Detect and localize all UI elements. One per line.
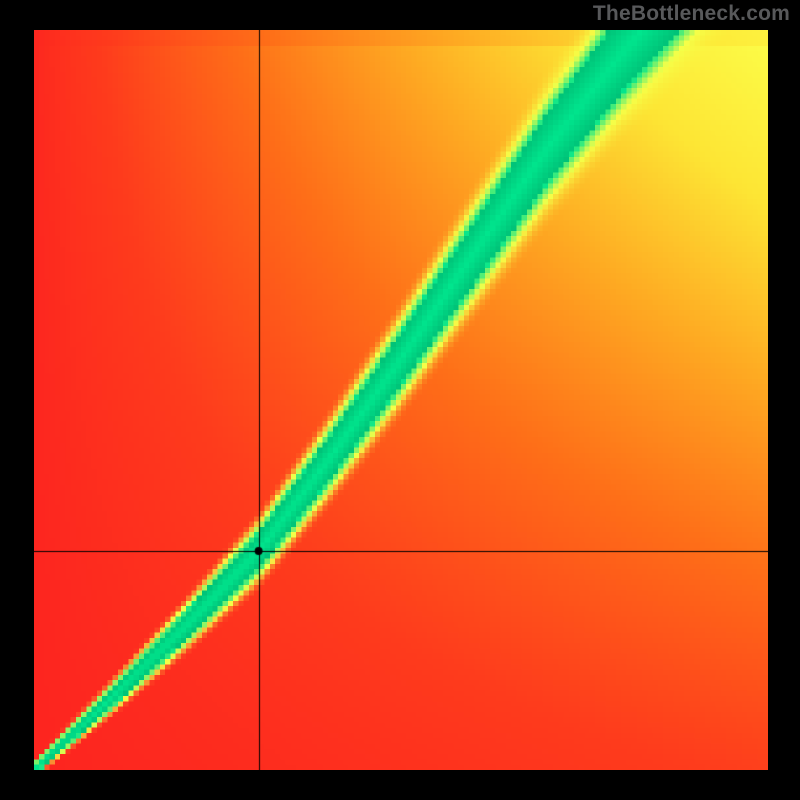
chart-root: TheBottleneck.com: [0, 0, 800, 800]
watermark-text: TheBottleneck.com: [593, 2, 790, 26]
heatmap-canvas: [34, 30, 768, 770]
